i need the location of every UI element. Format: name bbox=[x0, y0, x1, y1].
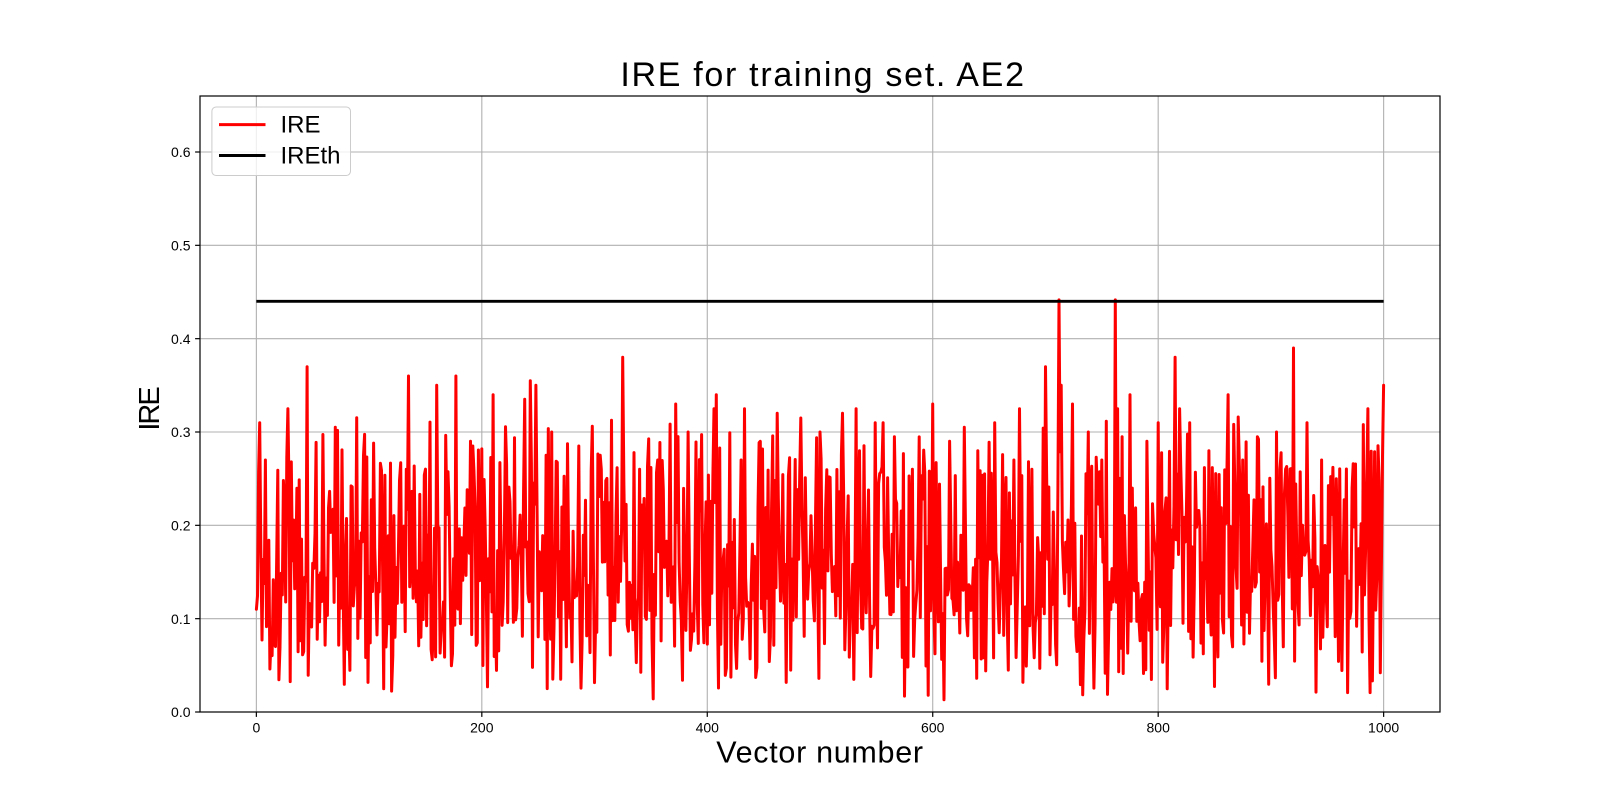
svg-text:0.5: 0.5 bbox=[171, 237, 191, 253]
svg-text:0.2: 0.2 bbox=[171, 517, 191, 533]
svg-text:800: 800 bbox=[1147, 720, 1171, 736]
svg-text:600: 600 bbox=[921, 720, 945, 736]
svg-text:0: 0 bbox=[252, 720, 260, 736]
svg-text:IRE: IRE bbox=[281, 112, 321, 139]
svg-text:IREth: IREth bbox=[281, 143, 341, 170]
svg-text:Vector number: Vector number bbox=[716, 736, 923, 770]
svg-text:0.3: 0.3 bbox=[171, 424, 191, 440]
svg-text:0.4: 0.4 bbox=[171, 331, 191, 347]
svg-text:IRE for training set. AE2: IRE for training set. AE2 bbox=[620, 56, 1025, 94]
svg-text:IRE: IRE bbox=[134, 387, 166, 431]
svg-text:1000: 1000 bbox=[1368, 720, 1399, 736]
svg-text:200: 200 bbox=[470, 720, 494, 736]
svg-text:400: 400 bbox=[696, 720, 720, 736]
svg-text:0.1: 0.1 bbox=[171, 611, 191, 627]
svg-text:0.0: 0.0 bbox=[171, 704, 191, 720]
svg-text:0.6: 0.6 bbox=[171, 144, 191, 160]
